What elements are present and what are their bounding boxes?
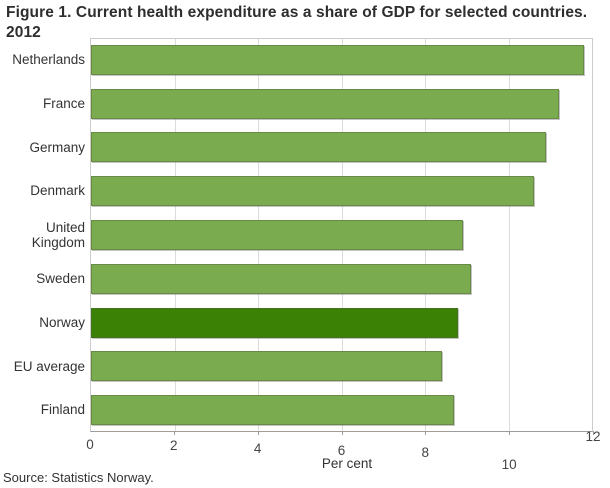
- bar-united-kingdom: [91, 220, 463, 250]
- bar-norway: [91, 307, 459, 338]
- bar-netherlands: [91, 44, 584, 75]
- bar-germany: [91, 132, 547, 163]
- x-tick-mark-6: [341, 431, 343, 435]
- y-axis-category-labels: Netherlands France Germany Denmark United Ki…: [0, 38, 85, 432]
- y-label-sweden: Sweden: [36, 271, 85, 287]
- y-label-netherlands: Netherlands: [12, 52, 85, 68]
- y-label-eu-average: EU average: [13, 358, 85, 374]
- x-tick-label-12: 12: [585, 429, 601, 444]
- chart-title: Figure 1. Current health expenditure as …: [6, 4, 588, 41]
- x-tick-mark-12: [593, 431, 594, 435]
- y-label-germany: Germany: [29, 139, 85, 155]
- source-note: Source: Statistics Norway.: [3, 470, 154, 485]
- x-tick-label-6: 6: [337, 443, 346, 458]
- y-label-norway: Norway: [39, 314, 85, 330]
- bar-finland: [91, 395, 455, 426]
- x-tick-label-4: 4: [253, 441, 262, 456]
- x-tick-mark-4: [257, 431, 259, 435]
- y-label-france: France: [42, 95, 85, 111]
- bar-sweden: [91, 263, 471, 294]
- bar-denmark: [91, 176, 534, 207]
- x-tick-mark-2: [173, 431, 175, 435]
- x-tick-label-2: 2: [170, 438, 178, 453]
- x-axis-title: Per cent: [321, 456, 373, 471]
- x-tick-label-8: 8: [421, 445, 430, 460]
- gridline-10: [508, 39, 510, 431]
- bar-france: [91, 88, 559, 119]
- x-tick-mark-10: [509, 431, 511, 435]
- x-tick-label-0: 0: [86, 437, 94, 452]
- y-label-finland: Finland: [40, 402, 85, 418]
- bar-eu-average: [91, 351, 442, 382]
- x-tick-label-10: 10: [501, 457, 517, 472]
- plot-area: [90, 38, 593, 432]
- y-label-united-kingdom: United Kingdom: [31, 219, 85, 251]
- y-label-denmark: Denmark: [30, 183, 85, 199]
- x-tick-mark-8: [425, 431, 427, 435]
